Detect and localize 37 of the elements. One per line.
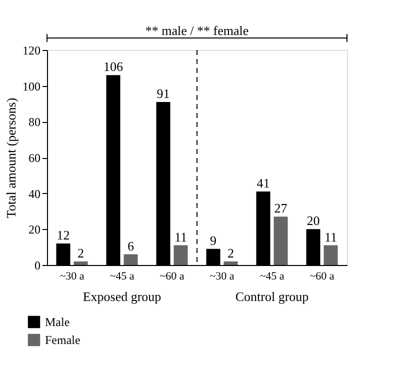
x-tick-label: ~45 a (110, 270, 134, 282)
data-label: 41 (256, 176, 270, 191)
y-tick-label: 80 (28, 115, 40, 130)
data-label: 2 (228, 245, 234, 260)
data-label: 11 (324, 229, 338, 244)
x-tick-label: ~60 a (310, 270, 334, 282)
text: Exposed group (82, 289, 162, 304)
y-tick-label: 0 (34, 258, 40, 272)
x-tick-label: ~60 a (160, 270, 184, 282)
legend-label: Male (45, 315, 70, 329)
data-label: 6 (128, 238, 134, 254)
x-tick-label: ~45 a (260, 270, 284, 282)
y-tick-label: 100 (22, 79, 40, 94)
y-tick-label: 120 (22, 44, 40, 58)
data-label: 2 (78, 245, 84, 260)
y-axis-title: Total amount (persons) (4, 98, 18, 218)
bar (274, 216, 288, 265)
text: ** male / ** female (145, 23, 249, 38)
x-tick-label: ~30 a (210, 270, 234, 282)
data-label: 20 (306, 213, 320, 228)
y-tick-label: 20 (28, 222, 40, 237)
data-label: 91 (156, 86, 170, 101)
bar (174, 245, 188, 265)
data-label: 9 (210, 232, 216, 248)
data-label: 27 (274, 200, 288, 216)
y-tick-label: 40 (28, 186, 40, 201)
text: Control group (235, 289, 309, 304)
data-label: 106 (104, 59, 124, 74)
bar (124, 254, 138, 265)
bar (74, 261, 88, 265)
data-label: 11 (174, 229, 188, 244)
legend-label: Female (45, 333, 80, 347)
bar (324, 245, 338, 265)
y-tick-label: 60 (28, 151, 40, 165)
x-tick-label: ~30 a (60, 270, 84, 282)
data-label: 12 (56, 228, 70, 242)
bar (224, 261, 238, 265)
